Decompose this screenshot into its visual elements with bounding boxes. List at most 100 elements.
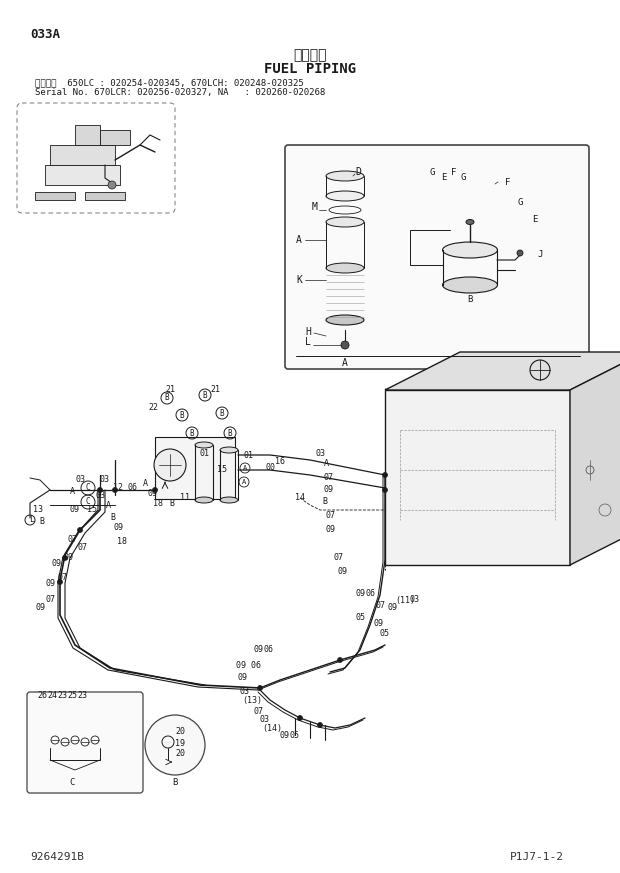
Circle shape: [337, 657, 342, 663]
Text: 22: 22: [148, 403, 158, 413]
Text: H: H: [305, 327, 311, 337]
Text: 09: 09: [45, 579, 55, 588]
Text: 06: 06: [263, 645, 273, 655]
Circle shape: [108, 181, 116, 189]
Text: 09: 09: [373, 618, 383, 628]
Text: (14): (14): [262, 724, 282, 732]
Text: 03: 03: [240, 688, 250, 697]
Text: A: A: [342, 358, 348, 368]
Circle shape: [153, 487, 157, 492]
Text: 06: 06: [365, 588, 375, 597]
Text: A: A: [324, 458, 329, 468]
Text: A: A: [69, 487, 74, 497]
Text: 07: 07: [333, 553, 343, 562]
Text: B: B: [172, 778, 178, 787]
Text: 12: 12: [113, 484, 123, 492]
Text: G: G: [429, 168, 435, 177]
Text: L: L: [305, 337, 311, 347]
FancyBboxPatch shape: [27, 692, 143, 793]
Text: 18: 18: [117, 538, 127, 546]
Text: 15: 15: [87, 505, 97, 514]
Text: 07: 07: [375, 601, 385, 609]
Text: B: B: [180, 410, 184, 420]
Text: G: G: [517, 198, 523, 207]
Text: 07: 07: [45, 595, 55, 604]
Text: 26: 26: [37, 691, 47, 700]
Text: 11: 11: [180, 493, 190, 503]
Text: 09: 09: [147, 490, 157, 498]
Text: 01: 01: [243, 450, 253, 459]
Text: 07: 07: [77, 544, 87, 553]
Text: 09: 09: [388, 602, 398, 611]
Text: 05: 05: [380, 629, 390, 637]
Text: 03: 03: [260, 716, 270, 725]
Circle shape: [257, 685, 262, 691]
Text: A: A: [243, 465, 247, 471]
Text: A: A: [143, 479, 148, 489]
Ellipse shape: [326, 191, 364, 201]
Text: B: B: [40, 518, 45, 526]
Text: 09: 09: [51, 559, 61, 567]
Ellipse shape: [443, 277, 497, 293]
Text: E: E: [441, 173, 446, 182]
Text: 18: 18: [153, 499, 163, 508]
Text: 20: 20: [175, 750, 185, 759]
Text: FUEL PIPING: FUEL PIPING: [264, 62, 356, 76]
Text: B: B: [322, 498, 327, 506]
Text: 適用号機  650LC : 020254-020345, 670LCH: 020248-020325: 適用号機 650LC : 020254-020345, 670LCH: 0202…: [35, 78, 304, 87]
Ellipse shape: [443, 242, 497, 258]
FancyBboxPatch shape: [155, 437, 235, 499]
Ellipse shape: [326, 171, 364, 181]
Circle shape: [317, 723, 322, 727]
Circle shape: [383, 487, 388, 492]
Text: C: C: [69, 778, 74, 787]
Text: 03: 03: [95, 491, 105, 500]
Text: Serial No. 670LCR: 020256-020327, NA   : 020260-020268: Serial No. 670LCR: 020256-020327, NA : 0…: [35, 88, 326, 97]
Text: F: F: [451, 168, 457, 177]
Text: 03: 03: [75, 476, 85, 485]
Text: 03: 03: [410, 595, 420, 604]
Text: 033A: 033A: [30, 28, 60, 41]
Text: B: B: [190, 429, 194, 437]
Circle shape: [517, 250, 523, 256]
Text: C: C: [86, 484, 91, 492]
Text: B: B: [219, 409, 224, 417]
Text: 9264291B: 9264291B: [30, 852, 84, 862]
Text: (11): (11): [395, 595, 415, 604]
Text: 23: 23: [57, 691, 67, 700]
Polygon shape: [570, 352, 620, 565]
Text: 13: 13: [33, 505, 43, 514]
Polygon shape: [75, 125, 100, 145]
Text: A: A: [105, 501, 110, 511]
Circle shape: [383, 472, 388, 478]
Text: J: J: [538, 250, 542, 259]
Text: 06: 06: [128, 484, 138, 492]
Text: 07: 07: [67, 535, 77, 545]
Text: 09: 09: [337, 567, 347, 576]
Text: 07: 07: [253, 707, 263, 717]
Text: E: E: [533, 215, 538, 224]
Text: 09: 09: [70, 505, 80, 514]
Text: A: A: [242, 479, 246, 485]
Circle shape: [530, 360, 550, 380]
Text: 00: 00: [265, 464, 275, 472]
Circle shape: [78, 527, 82, 533]
Text: A: A: [296, 235, 302, 245]
Ellipse shape: [326, 263, 364, 273]
Text: (13): (13): [242, 696, 262, 705]
Polygon shape: [45, 165, 120, 185]
Text: G: G: [460, 173, 466, 182]
Circle shape: [341, 341, 349, 349]
Circle shape: [298, 716, 303, 720]
Text: 09: 09: [280, 731, 290, 739]
Text: 05: 05: [289, 731, 299, 739]
Text: 09: 09: [355, 588, 365, 597]
Circle shape: [145, 715, 205, 775]
Text: 09 06: 09 06: [236, 661, 260, 670]
Text: M: M: [312, 202, 318, 212]
Text: 14: 14: [295, 493, 305, 503]
Circle shape: [112, 487, 118, 492]
Text: 05: 05: [355, 614, 365, 622]
Polygon shape: [85, 192, 125, 200]
Text: 09: 09: [113, 524, 123, 533]
